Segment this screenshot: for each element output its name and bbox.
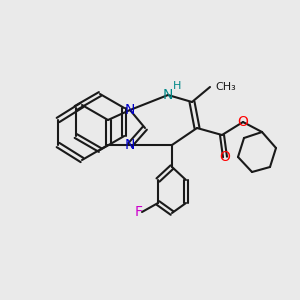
- Text: CH₃: CH₃: [215, 82, 236, 92]
- Text: H: H: [173, 81, 181, 91]
- Text: F: F: [135, 205, 143, 219]
- Text: O: O: [220, 150, 230, 164]
- Text: O: O: [238, 115, 248, 129]
- Text: N: N: [163, 88, 173, 102]
- Text: N: N: [125, 138, 135, 152]
- Text: N: N: [125, 103, 135, 117]
